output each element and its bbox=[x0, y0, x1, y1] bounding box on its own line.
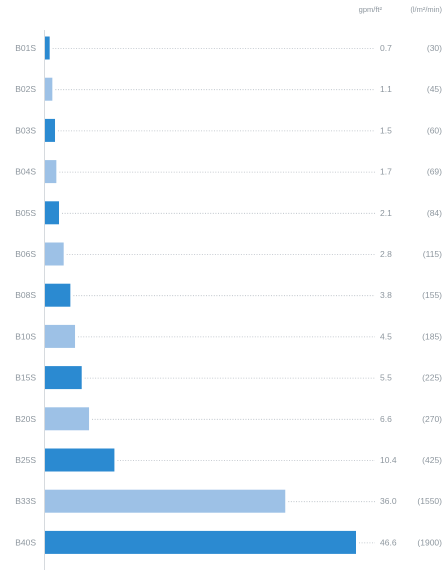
bar-b25s bbox=[45, 448, 115, 472]
bar-b33s bbox=[45, 489, 286, 513]
alt-value-label-b25s: (425) bbox=[422, 455, 442, 465]
alt-value-label-b03s: (60) bbox=[427, 125, 442, 135]
bar-b08s bbox=[45, 283, 71, 307]
bar-b05s bbox=[45, 201, 60, 225]
bars-group: B01S 0.7 (30) B02S 1.1 (45) B03S 1.5 (60) B04S 1.7… bbox=[15, 36, 442, 554]
alt-value-label-b01s: (30) bbox=[427, 43, 442, 53]
category-label-b08s: B08S bbox=[15, 290, 36, 300]
bar-b04s bbox=[45, 160, 57, 184]
value-label-b05s: 2.1 bbox=[380, 208, 392, 218]
bar-b06s bbox=[45, 242, 64, 266]
category-label-b15s: B15S bbox=[15, 373, 36, 383]
bar-b02s bbox=[45, 77, 53, 101]
bar-b01s bbox=[45, 36, 50, 60]
category-label-b20s: B20S bbox=[15, 414, 36, 424]
value-label-b01s: 0.7 bbox=[380, 43, 392, 53]
alt-value-label-b33s: (1550) bbox=[417, 496, 442, 506]
value-label-b10s: 4.5 bbox=[380, 331, 392, 341]
category-label-b10s: B10S bbox=[15, 331, 36, 341]
category-label-b25s: B25S bbox=[15, 455, 36, 465]
category-label-b33s: B33S bbox=[15, 496, 36, 506]
category-label-b03s: B03S bbox=[15, 125, 36, 135]
value-unit-header: gpm/ft² bbox=[359, 5, 383, 14]
bar-b40s bbox=[45, 530, 356, 554]
value-label-b25s: 10.4 bbox=[380, 455, 397, 465]
bar-b15s bbox=[45, 366, 82, 390]
bar-b03s bbox=[45, 118, 56, 142]
category-label-b40s: B40S bbox=[15, 537, 36, 547]
alt-value-label-b10s: (185) bbox=[422, 331, 442, 341]
value-label-b04s: 1.7 bbox=[380, 167, 392, 177]
bar-b10s bbox=[45, 324, 76, 348]
bar-b20s bbox=[45, 407, 90, 431]
alt-unit-header: (l/m²/min) bbox=[410, 5, 442, 14]
value-label-b15s: 5.5 bbox=[380, 373, 392, 383]
value-label-b02s: 1.1 bbox=[380, 84, 392, 94]
category-label-b05s: B05S bbox=[15, 208, 36, 218]
alt-value-label-b06s: (115) bbox=[423, 249, 442, 259]
alt-value-label-b04s: (69) bbox=[427, 167, 442, 177]
value-label-b08s: 3.8 bbox=[380, 290, 392, 300]
alt-value-label-b20s: (270) bbox=[422, 414, 442, 424]
alt-value-label-b15s: (225) bbox=[422, 373, 442, 383]
value-label-b40s: 46.6 bbox=[380, 537, 397, 547]
category-label-b01s: B01S bbox=[15, 43, 36, 53]
value-label-b33s: 36.0 bbox=[380, 496, 397, 506]
alt-value-label-b08s: (155) bbox=[422, 290, 442, 300]
alt-value-label-b40s: (1900) bbox=[417, 537, 442, 547]
category-label-b06s: B06S bbox=[15, 249, 36, 259]
value-label-b03s: 1.5 bbox=[380, 125, 392, 135]
alt-value-label-b05s: (84) bbox=[427, 208, 442, 218]
category-label-b02s: B02S bbox=[15, 84, 36, 94]
alt-value-label-b02s: (45) bbox=[427, 84, 442, 94]
value-label-b06s: 2.8 bbox=[380, 249, 392, 259]
category-label-b04s: B04S bbox=[15, 167, 36, 177]
value-label-b20s: 6.6 bbox=[380, 414, 392, 424]
